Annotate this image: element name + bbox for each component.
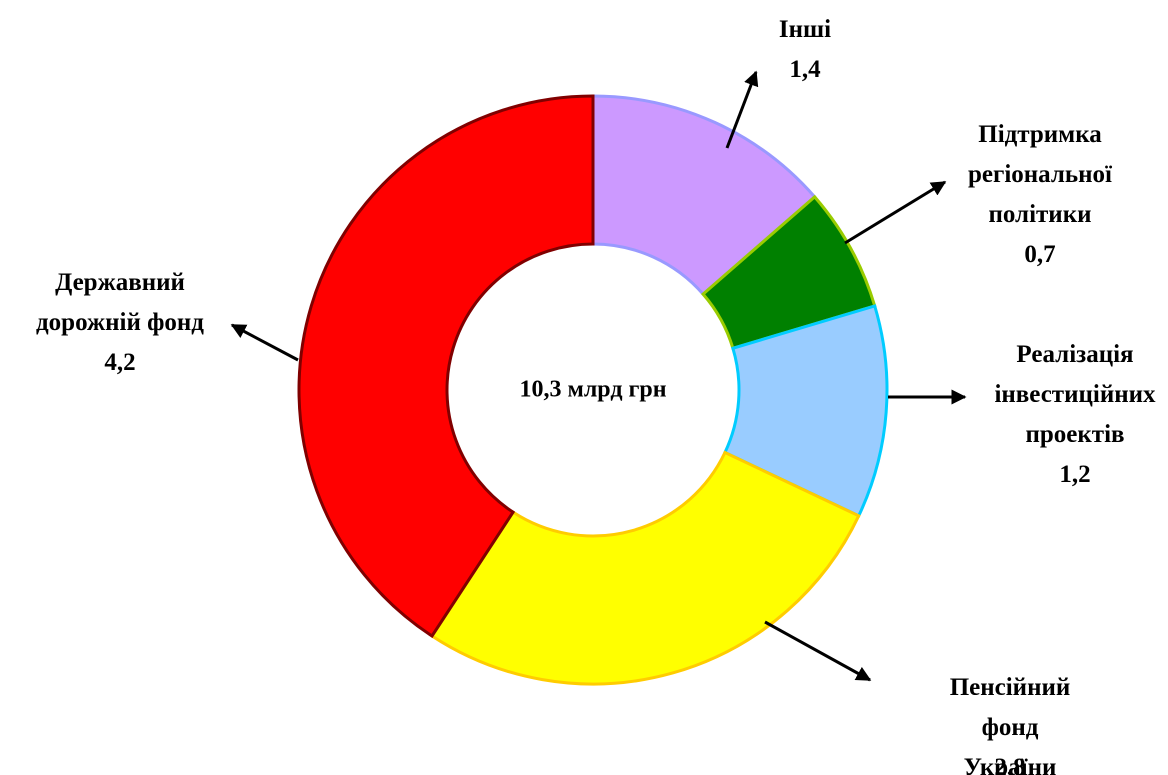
- donut-slice: [297, 94, 595, 639]
- value-label: 1,4: [789, 56, 821, 83]
- center-label: 10,3 млрд грн: [519, 376, 667, 403]
- value-label: 0,7: [1024, 241, 1056, 268]
- leader-arrow: [764, 620, 872, 682]
- leader-arrow: [230, 323, 299, 362]
- value-label: 4,2: [104, 349, 136, 376]
- category-label: Інші: [778, 16, 832, 43]
- leader-arrow: [844, 180, 947, 245]
- value-label: 2,8: [994, 754, 1026, 775]
- category-label: Підтримка регіональної політики: [967, 121, 1113, 228]
- category-label: Реалізація інвестиційних проектів: [994, 341, 1156, 448]
- donut-slice: [429, 450, 861, 686]
- donut-slice: [722, 304, 889, 518]
- leader-arrow: [725, 70, 759, 149]
- category-label: Пенсійний фонд України: [949, 674, 1071, 775]
- category-label: Державний дорожній фонд: [36, 269, 204, 336]
- value-label: 1,2: [1059, 461, 1091, 488]
